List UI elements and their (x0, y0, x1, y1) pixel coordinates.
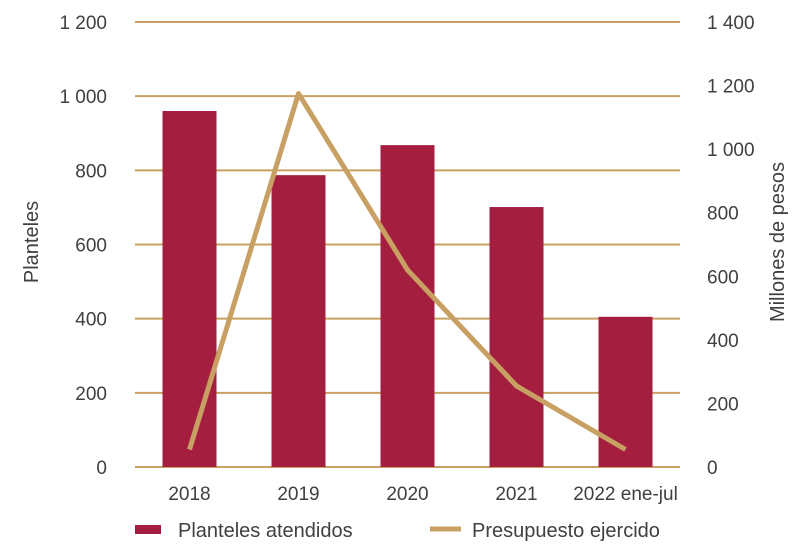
left-tick-label: 1 000 (59, 87, 107, 108)
x-axis-ticks: 2018 2019 2020 2021 2022 ene-jul (168, 484, 677, 505)
legend-label-bars: Planteles atendidos (178, 520, 353, 542)
right-tick-label: 600 (707, 267, 739, 288)
right-tick-label: 1 200 (707, 77, 755, 98)
left-axis-ticks: 0 200 400 600 800 1 000 1 200 (59, 13, 107, 479)
right-tick-label: 800 (707, 204, 739, 225)
left-axis-title: Planteles (21, 201, 43, 283)
right-tick-label: 1 000 (707, 140, 755, 161)
bar-2022-ene-jul (598, 316, 653, 467)
bar-2019 (271, 175, 326, 467)
x-tick-label: 2021 (495, 484, 537, 505)
bar-2021 (489, 207, 544, 467)
right-axis-title: Millones de pesos (767, 162, 789, 322)
bar-2020 (380, 145, 435, 467)
left-tick-label: 400 (75, 310, 107, 331)
left-tick-label: 200 (75, 384, 107, 405)
legend-swatch-bars (135, 525, 161, 534)
x-tick-label: 2019 (277, 484, 319, 505)
line-series (187, 91, 627, 452)
x-tick-label: 2022 ene-jul (573, 484, 678, 505)
right-tick-label: 400 (707, 331, 739, 352)
legend-label-line: Presupuesto ejercido (472, 520, 660, 542)
left-tick-label: 0 (96, 458, 107, 479)
left-tick-label: 800 (75, 161, 107, 182)
bar-2018 (162, 111, 217, 467)
bar-series (162, 111, 653, 467)
left-tick-label: 1 200 (59, 13, 107, 34)
right-axis-ticks: 0 200 400 600 800 1 000 1 200 1 400 (707, 13, 755, 479)
right-tick-label: 1 400 (707, 13, 755, 34)
x-tick-label: 2020 (386, 484, 428, 505)
left-tick-label: 600 (75, 236, 107, 257)
right-tick-label: 200 (707, 394, 739, 415)
right-tick-label: 0 (707, 458, 718, 479)
legend: Planteles atendidos Presupuesto ejercido (135, 520, 660, 542)
x-tick-label: 2018 (168, 484, 210, 505)
